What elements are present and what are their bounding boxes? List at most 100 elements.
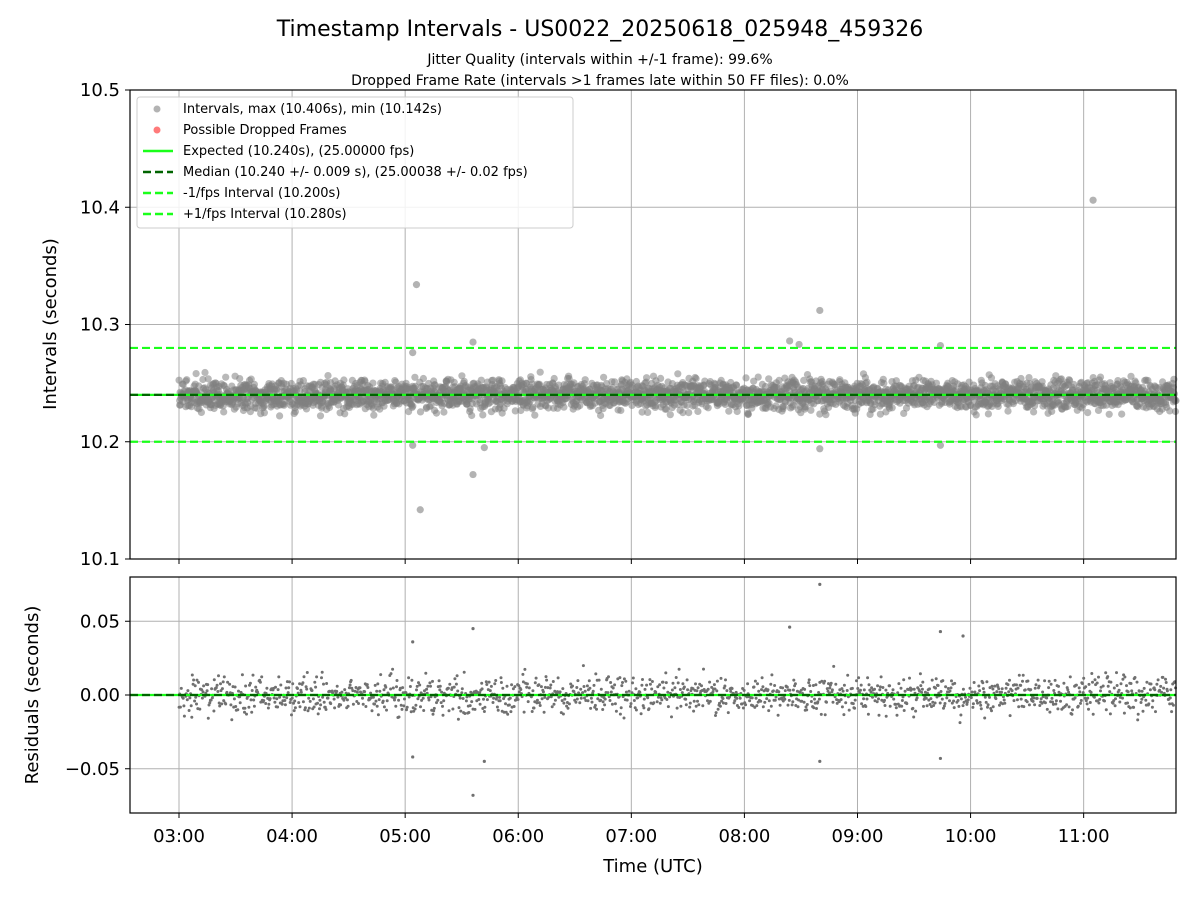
interval-point xyxy=(683,401,691,410)
interval-point xyxy=(199,375,207,384)
residual-point xyxy=(550,705,554,709)
residual-point xyxy=(286,691,290,695)
residual-point xyxy=(1034,683,1038,687)
interval-point xyxy=(369,379,377,387)
x-tick-label: 10:00 xyxy=(945,826,997,847)
residual-point xyxy=(1054,699,1058,703)
interval-point xyxy=(531,411,539,419)
residual-point xyxy=(382,705,386,709)
interval-point xyxy=(479,411,487,419)
residual-point xyxy=(290,713,293,717)
residual-point xyxy=(1074,683,1078,687)
intervals-x-tick-marks xyxy=(178,559,1085,564)
residual-point xyxy=(1150,705,1154,709)
residual-point xyxy=(477,698,481,701)
residual-point xyxy=(301,700,305,704)
residual-point xyxy=(305,687,309,691)
residual-point xyxy=(1140,697,1144,701)
residual-point xyxy=(840,687,844,691)
residual-point xyxy=(314,685,318,689)
interval-point xyxy=(692,374,700,383)
residual-point xyxy=(877,713,881,717)
residual-point xyxy=(970,690,974,694)
interval-outlier-point xyxy=(786,337,794,345)
residual-outlier-point xyxy=(411,755,415,759)
residual-point xyxy=(511,687,515,691)
residual-point xyxy=(230,718,234,722)
residual-point xyxy=(596,697,600,701)
residual-point xyxy=(1037,684,1041,688)
residual-point xyxy=(544,675,548,679)
residual-point xyxy=(495,705,499,709)
residual-point xyxy=(546,686,550,690)
interval-point xyxy=(416,408,425,416)
residual-point xyxy=(579,687,583,691)
interval-point xyxy=(427,401,435,410)
residual-point xyxy=(1108,690,1112,694)
residual-point xyxy=(437,679,441,683)
residual-point xyxy=(489,684,493,688)
residual-point xyxy=(759,699,763,703)
residual-point xyxy=(185,698,189,702)
residual-outlier-point xyxy=(938,756,943,761)
residual-point xyxy=(533,681,537,685)
residual-point xyxy=(694,704,698,708)
residual-point xyxy=(1141,709,1145,713)
residual-point xyxy=(558,690,562,694)
residual-point xyxy=(791,700,795,704)
residual-point xyxy=(278,695,282,699)
residual-point xyxy=(942,704,946,708)
interval-point xyxy=(432,409,441,417)
residual-point xyxy=(985,680,989,684)
residual-point xyxy=(603,697,607,701)
residual-point xyxy=(195,702,198,706)
residual-point xyxy=(358,686,362,690)
residual-point xyxy=(190,673,194,677)
residual-point xyxy=(791,688,795,692)
residual-point xyxy=(464,699,468,703)
residual-point xyxy=(753,705,757,709)
residual-point xyxy=(920,690,924,694)
residual-point xyxy=(237,689,240,693)
residual-point xyxy=(516,698,520,701)
residual-point xyxy=(480,681,484,685)
residual-point xyxy=(650,687,654,691)
residual-point xyxy=(921,680,925,684)
residual-point xyxy=(1169,688,1173,692)
residual-point xyxy=(488,689,492,693)
interval-point xyxy=(197,408,205,416)
residual-point xyxy=(1056,707,1060,711)
residual-point xyxy=(835,701,839,705)
residual-point xyxy=(832,664,836,668)
residual-point xyxy=(903,689,907,693)
residual-point xyxy=(994,697,998,701)
residual-point xyxy=(730,687,734,690)
residual-point xyxy=(1112,686,1116,690)
residual-point xyxy=(205,689,209,693)
legend: Intervals, max (10.406s), min (10.142s) … xyxy=(136,96,574,229)
residual-point xyxy=(574,700,578,704)
residual-point xyxy=(680,691,684,695)
residual-point xyxy=(212,709,216,713)
residual-point xyxy=(971,702,975,706)
residual-point xyxy=(785,685,789,689)
residual-point xyxy=(1003,701,1007,705)
interval-point xyxy=(550,374,558,383)
residual-point xyxy=(1071,708,1074,712)
interval-point xyxy=(565,375,573,383)
residual-point xyxy=(323,705,327,709)
residual-point xyxy=(1136,712,1140,716)
residual-point xyxy=(423,689,426,693)
residual-point xyxy=(435,701,438,705)
residual-point xyxy=(857,676,861,680)
residual-point xyxy=(407,695,411,699)
residual-point xyxy=(769,682,773,686)
residual-point xyxy=(438,684,442,688)
residual-point xyxy=(509,710,513,714)
residual-point xyxy=(767,699,771,703)
residual-point xyxy=(973,690,977,694)
residual-point xyxy=(1079,701,1082,705)
residual-point xyxy=(268,697,272,701)
residual-point xyxy=(609,690,613,694)
residual-point xyxy=(415,684,419,688)
